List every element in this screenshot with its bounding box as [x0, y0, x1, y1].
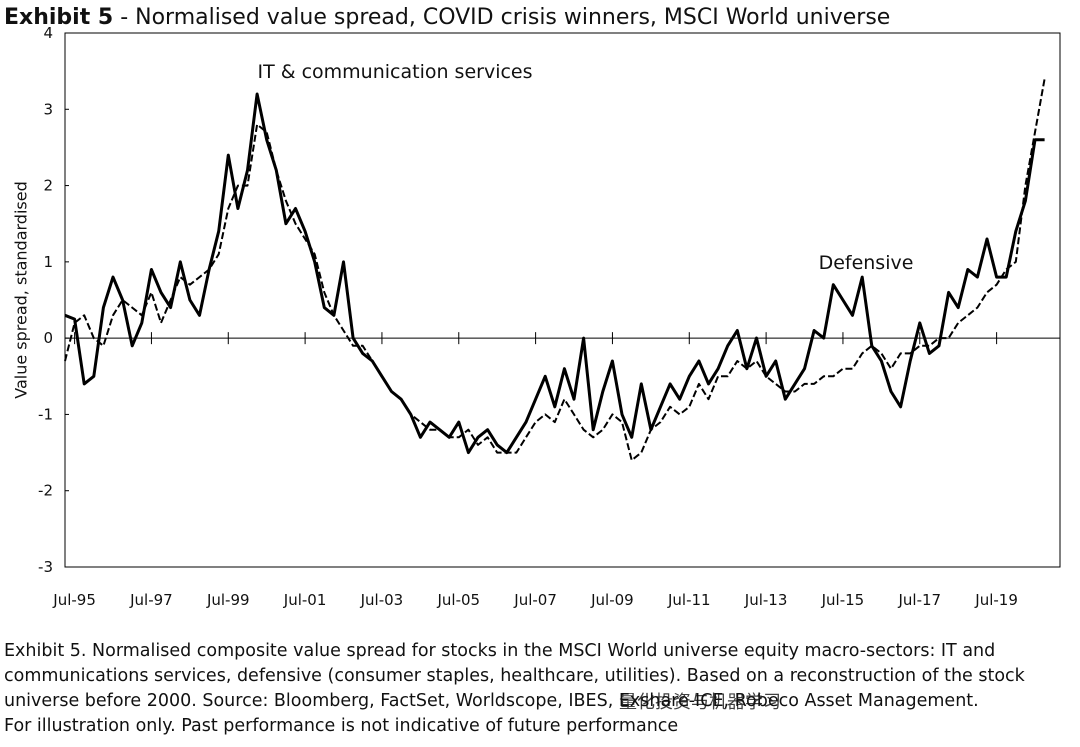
x-tick-label: Jul-99: [206, 591, 250, 609]
x-tick-label: Jul-07: [513, 591, 557, 609]
x-tick-label: Jul-13: [744, 591, 788, 609]
x-tick-label: Jul-03: [360, 591, 404, 609]
x-tick-label: Jul-97: [129, 591, 173, 609]
title-label: Exhibit 5: [4, 5, 113, 30]
footnote-line: Exhibit 5. Normalised composite value sp…: [4, 641, 995, 661]
series-line: [64, 78, 1046, 462]
footnote-line: universe before 2000. Source: Bloomberg,…: [4, 691, 979, 711]
series-label: Defensive: [819, 252, 914, 274]
x-tick-label: Jul-11: [667, 591, 711, 609]
y-tick-label: 3: [43, 100, 53, 118]
footnote-line: For illustration only. Past performance …: [4, 716, 678, 736]
x-tick-label: Jul-19: [974, 591, 1018, 609]
x-tick-label: Jul-95: [52, 591, 96, 609]
y-tick-label: 1: [43, 253, 53, 271]
y-tick-label: -3: [38, 558, 53, 576]
x-tick-label: Jul-15: [821, 591, 865, 609]
x-tick-label: Jul-01: [283, 591, 327, 609]
y-tick-label: -1: [38, 405, 53, 423]
x-tick-label: Jul-05: [436, 591, 480, 609]
plot-frame: [64, 32, 1061, 568]
y-tick-label: -2: [38, 482, 53, 500]
series-line: [64, 92, 1045, 455]
title-text: - Normalised value spread, COVID crisis …: [120, 5, 890, 30]
chart-title: Exhibit 5 - Normalised value spread, COV…: [4, 5, 890, 30]
watermark: 量化投资与机器学习: [619, 692, 781, 713]
x-tick-label: Jul-09: [590, 591, 634, 609]
series-label: IT & communication services: [257, 61, 532, 83]
y-axis-label: Value spread, standardised: [12, 181, 31, 398]
footnote-line: communications services, defensive (cons…: [4, 666, 1026, 686]
y-tick-label: 4: [43, 24, 53, 42]
y-tick-label: 0: [43, 329, 53, 347]
y-tick-label: 2: [43, 177, 53, 195]
x-tick-label: Jul-17: [897, 591, 941, 609]
